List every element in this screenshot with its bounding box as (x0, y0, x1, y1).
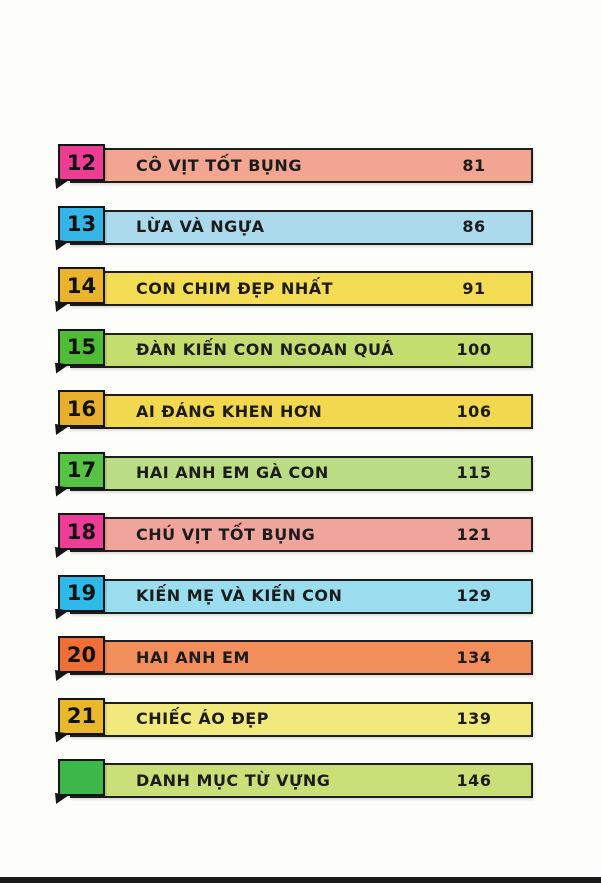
toc-lesson-number-tab: 21 (55, 697, 105, 743)
fold-arrow-icon (55, 608, 69, 620)
toc-row: HAI ANH EM GÀ CON 115 17 (55, 451, 533, 502)
toc-lesson-number-tab: 20 (55, 636, 105, 681)
toc-lesson-number-tab: 17 (55, 451, 105, 497)
toc-lesson-number-tab: 16 (55, 390, 105, 435)
toc-bar: CHIẾC ÁO ĐẸP 139 (70, 701, 533, 737)
toc-lesson-number: 21 (66, 704, 97, 728)
toc-title: CÔ VỊT TỐT BỤNG (136, 155, 302, 175)
toc-lesson-number-tab: 13 (55, 205, 105, 251)
toc-title: DANH MỤC TỪ VỰNG (136, 770, 331, 790)
fold-arrow-icon (55, 485, 69, 497)
toc-bar: KIẾN MẸ VÀ KIẾN CON 129 (70, 578, 533, 614)
toc-row: HAI ANH EM 134 20 (55, 636, 533, 686)
toc-page-number: 129 (456, 586, 492, 606)
toc-row: CHIẾC ÁO ĐẸP 139 21 (55, 697, 533, 748)
toc-bar: LỪA VÀ NGỰA 86 (70, 209, 533, 245)
fold-arrow-icon (55, 547, 69, 558)
toc-lesson-number-tab: 15 (55, 328, 105, 374)
toc-row: AI ĐÁNG KHEN HƠN 106 16 (55, 390, 533, 440)
toc-bar: CHÚ VỊT TỐT BỤNG 121 (70, 517, 533, 552)
toc-lesson-number-tab (55, 759, 105, 804)
toc-page-number: 91 (462, 278, 486, 298)
toc-title: ĐÀN KIẾN CON NGOAN QUÁ (136, 340, 394, 360)
toc-lesson-number: 18 (66, 519, 97, 544)
toc-page-number: 100 (456, 340, 492, 360)
fold-arrow-icon (55, 670, 69, 681)
toc-title: CON CHIM ĐẸP NHẤT (136, 278, 334, 298)
toc-lesson-number: 14 (66, 273, 97, 298)
toc-page-number: 146 (456, 770, 492, 790)
toc-bar: DANH MỤC TỪ VỰNG 146 (70, 763, 533, 798)
toc-row: LỪA VÀ NGỰA 86 13 (55, 205, 533, 256)
toc-bar: CON CHIM ĐẸP NHẤT 91 (70, 271, 533, 306)
toc-bar: HAI ANH EM 134 (70, 640, 533, 675)
fold-arrow-icon (55, 178, 69, 189)
toc-bar: HAI ANH EM GÀ CON 115 (70, 455, 533, 491)
toc-lesson-number: 17 (66, 458, 97, 482)
toc-row: KIẾN MẸ VÀ KIẾN CON 129 19 (55, 574, 533, 625)
toc-page-number: 139 (456, 709, 492, 729)
fold-arrow-icon (55, 362, 69, 374)
toc-page-number: 121 (456, 524, 492, 544)
toc-row: DANH MỤC TỪ VỰNG 146 (55, 759, 533, 809)
fold-arrow-icon (55, 793, 69, 804)
toc-row: ĐÀN KIẾN CON NGOAN QUÁ 100 15 (55, 328, 533, 379)
toc-lesson-number: 20 (66, 642, 97, 667)
toc-lesson-number-tab: 12 (55, 144, 105, 189)
toc-bar: AI ĐÁNG KHEN HƠN 106 (70, 394, 533, 429)
toc-lesson-number: 15 (66, 335, 97, 359)
fold-arrow-icon (55, 301, 69, 312)
fold-arrow-icon (55, 424, 69, 435)
toc-page-number: 81 (462, 155, 486, 175)
toc-row: CÔ VỊT TỐT BỤNG 81 12 (55, 144, 533, 194)
toc-row: CHÚ VỊT TỐT BỤNG 121 18 (55, 513, 533, 563)
toc-page-number: 115 (456, 463, 492, 483)
toc-page-number: 106 (456, 401, 492, 421)
toc-lesson-number: 12 (66, 150, 97, 175)
toc-lesson-number-tab: 18 (55, 513, 105, 558)
toc-lesson-number: 16 (66, 396, 97, 421)
toc-title: HAI ANH EM (136, 647, 250, 667)
toc-lesson-number-tab: 14 (55, 267, 105, 312)
toc-title: LỪA VÀ NGỰA (136, 217, 265, 237)
toc-lesson-number: 13 (66, 212, 97, 236)
toc-lesson-number: 19 (66, 581, 97, 605)
toc-title: CHIẾC ÁO ĐẸP (136, 709, 269, 729)
toc-row: CON CHIM ĐẸP NHẤT 91 14 (55, 267, 533, 317)
toc-lesson-number-tab: 19 (55, 574, 105, 620)
fold-arrow-icon (55, 731, 69, 743)
page-scan-edge (0, 877, 601, 883)
toc-title: KIẾN MẸ VÀ KIẾN CON (136, 586, 343, 606)
toc-title: CHÚ VỊT TỐT BỤNG (136, 524, 316, 544)
toc-title: HAI ANH EM GÀ CON (136, 463, 329, 483)
toc-title: AI ĐÁNG KHEN HƠN (136, 401, 323, 421)
toc-bar: CÔ VỊT TỐT BỤNG 81 (70, 148, 533, 183)
toc-bar: ĐÀN KIẾN CON NGOAN QUÁ 100 (70, 332, 533, 368)
toc-page-number: 134 (456, 647, 492, 667)
toc-page-number: 86 (462, 217, 486, 237)
fold-arrow-icon (55, 239, 69, 251)
